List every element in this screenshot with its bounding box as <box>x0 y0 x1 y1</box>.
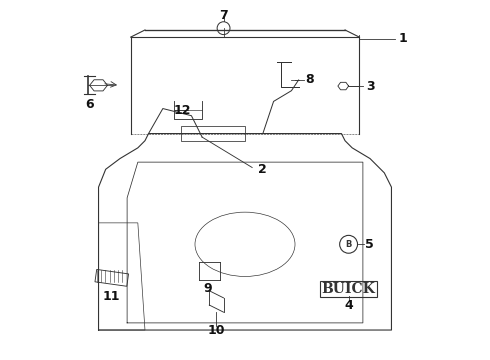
Text: 6: 6 <box>85 99 94 112</box>
Text: 12: 12 <box>174 104 192 117</box>
Text: 3: 3 <box>367 80 375 93</box>
Text: 11: 11 <box>102 289 120 303</box>
Text: 1: 1 <box>398 32 407 45</box>
Bar <box>181 126 245 141</box>
Text: 7: 7 <box>219 9 228 22</box>
Bar <box>95 269 128 286</box>
Text: 8: 8 <box>306 73 315 86</box>
Text: 9: 9 <box>203 283 212 296</box>
Text: 4: 4 <box>344 298 353 311</box>
Text: B: B <box>345 240 352 249</box>
Text: BUICK: BUICK <box>321 282 375 296</box>
Text: 2: 2 <box>258 163 266 176</box>
Text: 5: 5 <box>365 238 373 251</box>
Text: 10: 10 <box>208 324 225 337</box>
